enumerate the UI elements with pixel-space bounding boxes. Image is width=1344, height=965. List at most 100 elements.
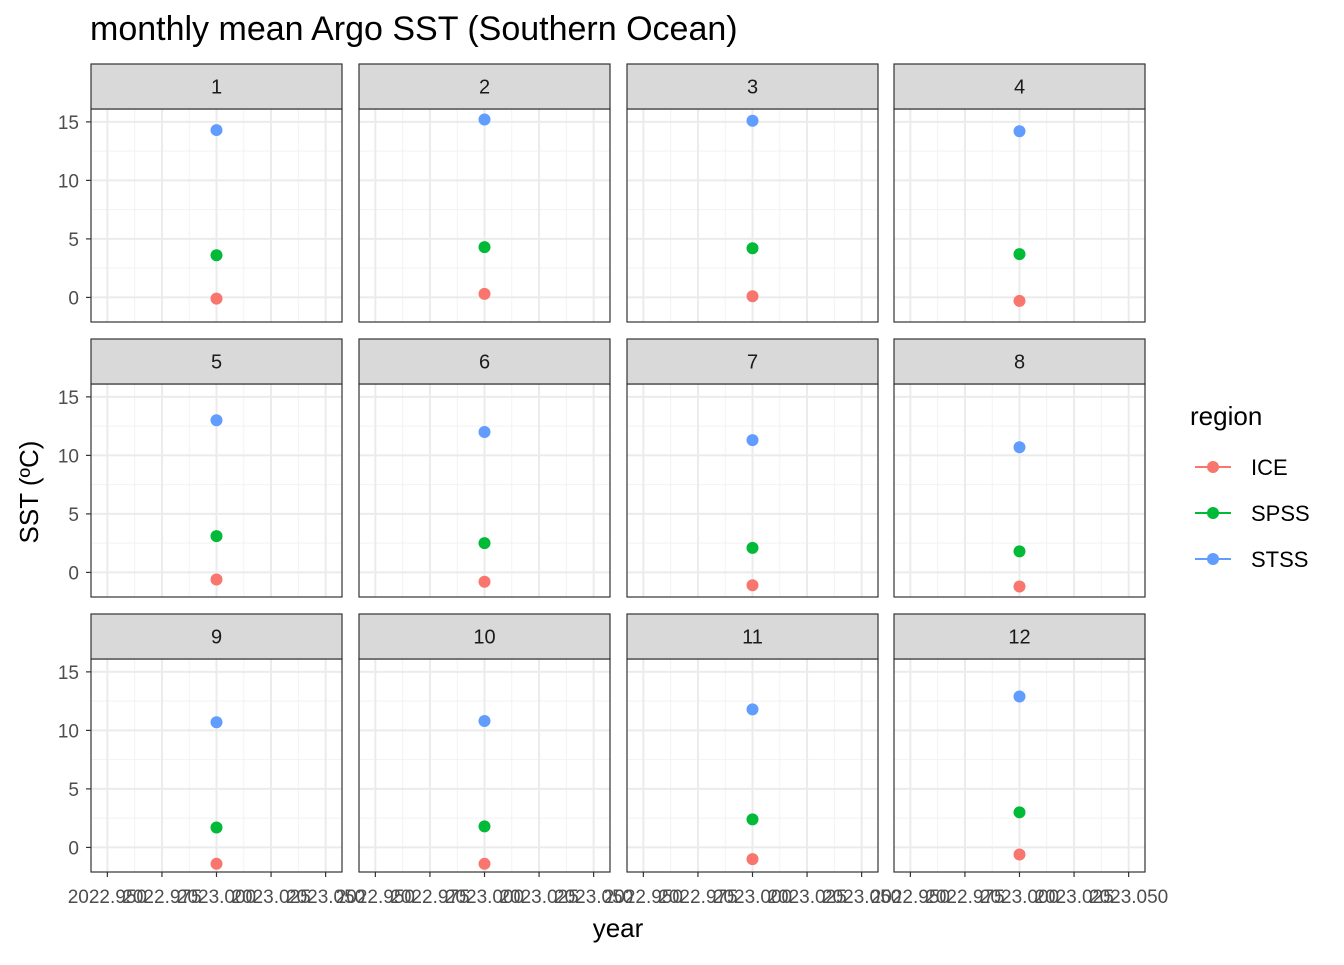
point-spss-2 [478,241,491,254]
legend-key-point [1207,553,1219,565]
y-tick-label: 0 [68,838,79,859]
point-spss-5 [210,530,223,543]
point-stss-6 [478,425,491,438]
legend-key-spss: SPSS [1195,501,1310,526]
x-tick-label: 2022.950 [871,887,950,908]
x-tick-label: 2022.975 [122,887,201,908]
facet-strip-label: 10 [473,627,495,649]
legend-key-label: ICE [1251,455,1288,480]
facet-strip-label: 2 [479,77,490,99]
point-ice-7 [746,579,759,592]
point-spss-1 [210,249,223,262]
x-tick-label: 2022.975 [390,887,469,908]
x-tick-label: 2023.050 [1089,887,1168,908]
facet-strip [358,613,611,660]
x-tick-label: 2023.050 [554,887,633,908]
x-tick-label: 2022.950 [336,887,415,908]
point-stss-1 [210,124,223,137]
point-spss-11 [746,813,759,826]
x-tick-label: 2023.025 [767,887,846,908]
point-stss-3 [746,114,759,127]
facet-panel-11: 11 2022.9502022.9752023.0002023.0252023.0… [604,613,901,908]
y-tick-label: 5 [68,505,79,526]
facet-strip [90,613,343,660]
legend-key-stss: STSS [1195,547,1308,572]
point-stss-12 [1013,690,1026,703]
x-tick-label: 2022.950 [68,887,147,908]
point-ice-11 [746,853,759,866]
facet-strip-label: 4 [1014,77,1025,99]
facet-strip-label: 1 [211,77,222,99]
point-ice-6 [478,575,491,588]
point-ice-8 [1013,580,1026,593]
point-stss-8 [1013,441,1026,454]
point-spss-9 [210,821,223,834]
legend-title: region [1190,401,1262,431]
facet-strip-label: 7 [747,352,758,374]
point-spss-3 [746,242,759,255]
point-stss-7 [746,434,759,447]
x-tick-label: 2023.000 [713,887,792,908]
point-spss-12 [1013,806,1026,819]
legend: region ICE SPSS STSS [1190,401,1310,572]
y-tick-label: 15 [58,388,79,409]
point-spss-6 [478,537,491,550]
facet-strip [893,63,1146,110]
facet-strip [358,338,611,385]
facet-panel-10: 10 2022.9502022.9752023.0002023.0252023.0… [336,613,633,908]
facet-strip-label: 12 [1008,627,1030,649]
point-ice-4 [1013,294,1026,307]
facet-strip [893,613,1146,660]
y-tick-label: 5 [68,230,79,251]
facet-strip-label: 3 [747,77,758,99]
legend-key-ice: ICE [1195,455,1288,480]
y-tick-label: 5 [68,780,79,801]
point-stss-11 [746,703,759,716]
facet-panel-2: 2 [358,63,611,323]
point-stss-4 [1013,125,1026,138]
y-tick-label: 0 [68,563,79,584]
facet-strip-label: 8 [1014,352,1025,374]
point-ice-12 [1013,848,1026,861]
facet-strip-label: 5 [211,352,222,374]
facet-panel-3: 3 [626,63,879,323]
x-tick-label: 2023.000 [445,887,524,908]
point-spss-10 [478,820,491,833]
point-ice-1 [210,292,223,305]
point-ice-9 [210,857,223,870]
facet-strip [358,63,611,110]
y-tick-label: 10 [58,721,79,742]
y-tick-label: 15 [58,663,79,684]
y-tick-label: 10 [58,171,79,192]
facet-strip [90,63,343,110]
facet-panel-5: 5 0 5 10 15 [58,338,343,598]
facet-strip-label: 11 [742,627,763,649]
x-axis-label: year [593,913,644,943]
x-tick-label: 2022.950 [604,887,683,908]
point-ice-10 [478,857,491,870]
y-axis-label: SST (ºC) [14,441,44,544]
facet-strip-label: 6 [479,352,490,374]
facet-panel-7: 7 [626,338,879,598]
point-spss-7 [746,541,759,554]
legend-key-point [1207,507,1219,519]
legend-key-label: STSS [1251,547,1308,572]
facet-panel-9: 9 0 5 10 15 2022.9502022.9752023.0002023.0252… [58,613,365,908]
x-tick-label: 2022.975 [925,887,1004,908]
x-tick-label: 2023.000 [980,887,1059,908]
point-stss-2 [478,113,491,126]
x-tick-label: 2023.025 [1034,887,1113,908]
facet-panel-8: 8 [893,338,1146,598]
facet-strip [626,338,879,385]
facet-strip [893,338,1146,385]
y-tick-label: 0 [68,288,79,309]
facet-panel-4: 4 [893,63,1146,323]
point-spss-4 [1013,248,1026,261]
x-tick-label: 2023.050 [822,887,901,908]
x-tick-label: 2023.025 [499,887,578,908]
facet-strip [626,63,879,110]
